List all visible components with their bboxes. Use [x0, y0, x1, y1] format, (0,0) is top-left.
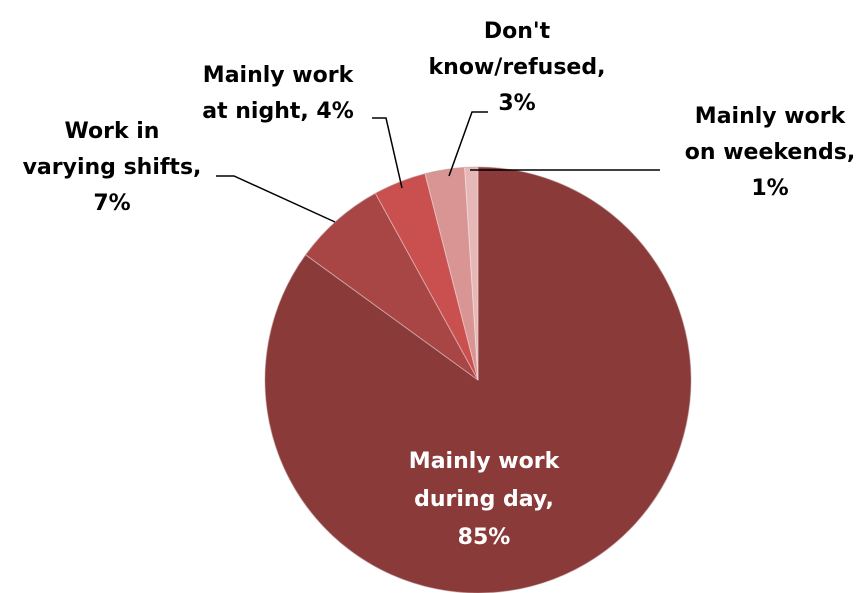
- slice-label-line: Mainly work: [203, 63, 355, 88]
- slice-label-line: Work in: [65, 119, 160, 144]
- slice-label-line: 3%: [498, 91, 535, 116]
- slice-label-line: at night, 4%: [202, 99, 354, 124]
- slice-label-line: Mainly work: [409, 449, 561, 474]
- slice-label-don-t-know-refused: Don't know/refused, 3%: [429, 19, 606, 116]
- slice-label-mainly-work-at-night: Mainly work at night, 4%: [202, 63, 354, 124]
- slice-label-line: know/refused,: [429, 55, 606, 80]
- slice-label-line: on weekends,: [685, 140, 855, 165]
- slice-label-line: varying shifts,: [23, 155, 202, 180]
- slice-label-line: during day,: [414, 487, 554, 512]
- slice-label-line: 1%: [751, 176, 788, 201]
- slice-label-work-in-varying-shifts: Work in varying shifts, 7%: [23, 119, 202, 216]
- slice-label-mainly-work-on-weekends: Mainly work on weekends, 1%: [685, 104, 855, 201]
- slice-label-line: Mainly work: [695, 104, 847, 129]
- slice-label-line: 85%: [458, 525, 511, 550]
- leader-line-don-t-know-refused: [449, 112, 488, 176]
- slice-label-line: Don't: [484, 19, 551, 44]
- leader-line-work-in-varying-shifts: [216, 176, 335, 222]
- slice-label-line: 7%: [93, 191, 130, 216]
- leader-line-mainly-work-at-night: [372, 118, 402, 188]
